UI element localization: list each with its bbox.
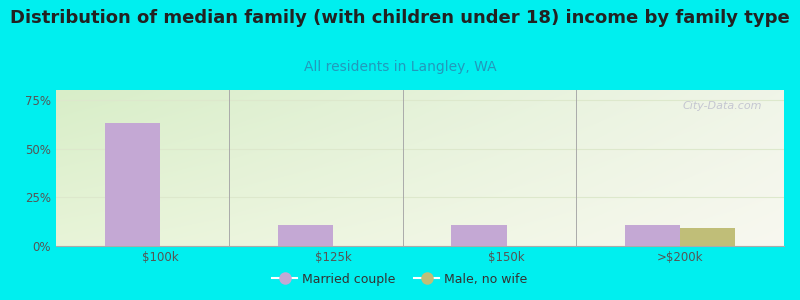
Text: City-Data.com: City-Data.com xyxy=(682,101,762,111)
Bar xyxy=(625,224,680,246)
Bar xyxy=(451,224,506,246)
Bar xyxy=(278,224,334,246)
Text: Distribution of median family (with children under 18) income by family type: Distribution of median family (with chil… xyxy=(10,9,790,27)
Bar xyxy=(680,229,735,246)
Bar xyxy=(105,123,160,246)
Legend: Married couple, Male, no wife: Married couple, Male, no wife xyxy=(267,268,533,291)
Text: All residents in Langley, WA: All residents in Langley, WA xyxy=(304,60,496,74)
